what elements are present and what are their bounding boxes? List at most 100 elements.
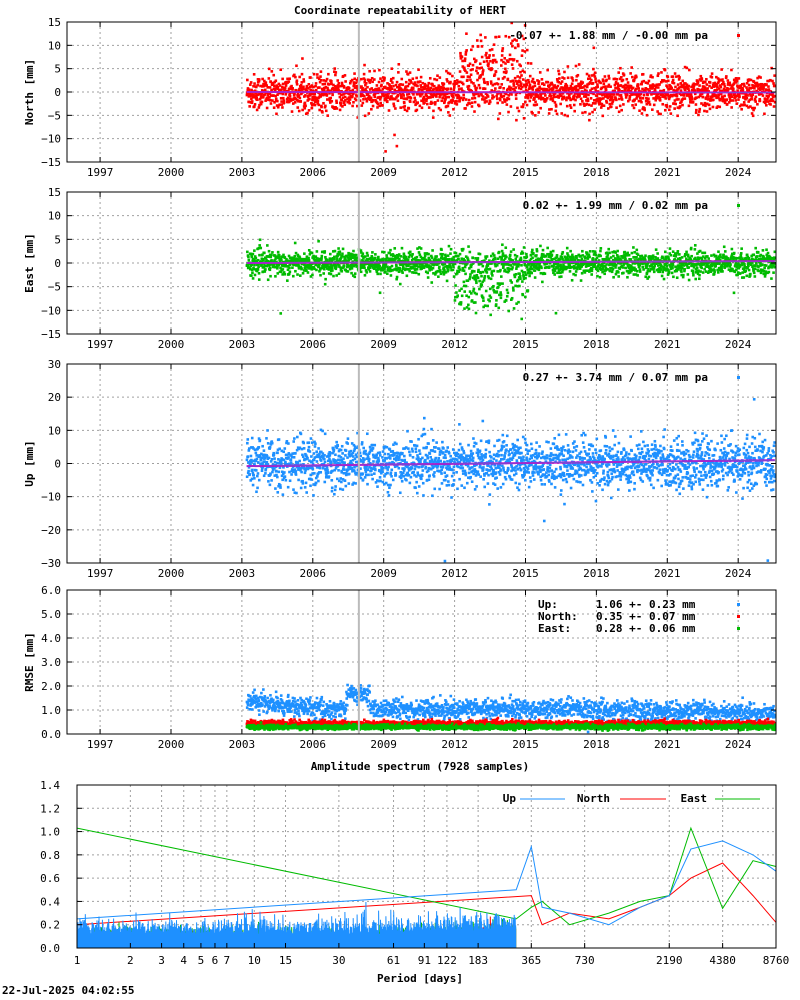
data-point [312, 72, 316, 76]
data-point [455, 79, 459, 82]
data-point [706, 92, 710, 96]
data-point [664, 255, 668, 259]
data-point [668, 247, 672, 250]
data-point [585, 72, 589, 76]
data-point [257, 278, 261, 281]
data-point [377, 80, 381, 84]
data-point [617, 255, 620, 259]
data-point [390, 77, 393, 81]
data-point [394, 107, 397, 110]
data-point [679, 89, 683, 92]
data-point [477, 92, 480, 95]
data-point [553, 92, 557, 95]
data-point [666, 273, 670, 276]
data-point [420, 266, 424, 269]
data-point [347, 96, 351, 99]
data-point [279, 257, 283, 261]
data-point [584, 269, 588, 272]
data-point [517, 300, 520, 304]
data-point [507, 269, 511, 273]
data-point [500, 54, 504, 57]
data-point [289, 87, 292, 91]
data-point [505, 288, 509, 292]
data-point [384, 150, 387, 153]
data-point [758, 97, 762, 101]
data-point [680, 256, 684, 259]
data-point [599, 254, 602, 258]
data-point [466, 256, 469, 260]
data-point [655, 83, 659, 87]
data-point [624, 266, 628, 270]
data-point [370, 256, 374, 260]
data-point [481, 73, 484, 76]
data-point [284, 84, 288, 87]
data-point [401, 271, 404, 274]
data-point [520, 74, 523, 77]
data-point [720, 68, 723, 71]
data-point [709, 98, 712, 101]
data-point [586, 97, 589, 101]
data-point [385, 272, 389, 275]
data-point [607, 74, 611, 78]
data-point [601, 263, 604, 266]
data-point [259, 246, 263, 250]
data-point [509, 264, 513, 267]
data-point [661, 256, 665, 260]
data-point [690, 95, 693, 99]
data-point [714, 264, 718, 268]
data-point [362, 97, 365, 101]
data-point [425, 259, 428, 263]
data-point [530, 80, 534, 83]
data-point [535, 254, 538, 257]
data-point [494, 303, 498, 306]
data-point [619, 84, 623, 87]
data-point [471, 63, 475, 67]
data-point [569, 106, 573, 109]
panel-2: 1997 2000 2003 2006 2009 2012 2015 2018 2021 2024… [23, 186, 777, 351]
data-point [466, 279, 470, 282]
data-point [324, 85, 328, 89]
data-point [465, 32, 468, 35]
data-point [738, 95, 741, 99]
data-point [608, 94, 612, 97]
data-point [626, 269, 630, 273]
data-point [691, 271, 695, 274]
data-point [513, 76, 517, 80]
data-point [279, 266, 282, 270]
data-point [362, 255, 365, 258]
data-point [593, 250, 597, 253]
data-point [502, 265, 505, 268]
data-point [662, 79, 666, 82]
data-point [478, 279, 481, 283]
data-point [328, 92, 331, 95]
data-point [328, 98, 332, 102]
data-point [464, 107, 467, 110]
data-point [535, 103, 539, 106]
data-point [448, 257, 451, 261]
data-point [293, 73, 296, 77]
data-point [418, 104, 422, 108]
data-point [495, 299, 498, 302]
data-point [513, 38, 517, 41]
data-point [500, 256, 504, 259]
data-point [345, 254, 349, 258]
data-point [295, 82, 299, 86]
data-point [626, 275, 629, 279]
data-point [325, 258, 329, 262]
data-point [515, 118, 518, 122]
data-point [350, 253, 354, 256]
data-point [721, 270, 724, 273]
data-point [522, 103, 525, 106]
data-point [531, 85, 535, 89]
data-point [442, 82, 446, 86]
data-point [527, 87, 531, 91]
data-point [448, 114, 452, 117]
data-point [611, 267, 615, 271]
data-point [552, 264, 555, 268]
data-point [514, 97, 518, 100]
data-point [577, 253, 581, 257]
data-point [440, 248, 443, 251]
data-point [374, 253, 377, 256]
data-point [405, 97, 409, 101]
data-point [522, 117, 526, 120]
